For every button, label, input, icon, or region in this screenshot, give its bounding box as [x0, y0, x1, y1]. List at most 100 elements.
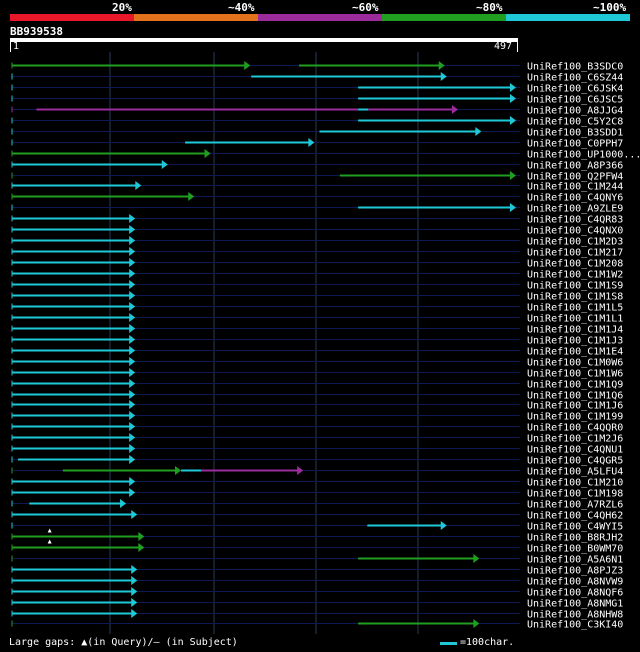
hit-arrow [161, 160, 168, 169]
hit-arrow [120, 499, 127, 508]
legend-label-40: ~40% [228, 1, 255, 14]
hit-label: UniRef100_C4QGR5 [527, 456, 623, 467]
query-start-number: 1 [13, 41, 20, 52]
hit-arrow [129, 368, 136, 377]
legend-label-20: 20% [112, 1, 132, 14]
hit-arrow [440, 72, 447, 81]
hit-arrow [138, 532, 145, 541]
hit-label: UniRef100_C1M210 [527, 478, 623, 489]
hit-label: UniRef100_C4QNX0 [527, 226, 623, 237]
legend-bar-purple [258, 14, 382, 21]
hit-label: UniRef100_C1M1L1 [527, 314, 623, 325]
gaps-query-text: (in Query)/ [87, 637, 154, 648]
hit-arrow [129, 258, 136, 267]
hit-arrow [509, 83, 516, 92]
hit-label: UniRef100_C1M1J6 [527, 401, 623, 412]
hit-arrow [131, 565, 138, 574]
hit-label: UniRef100_A8NMG1 [527, 599, 623, 610]
hit-arrow [129, 225, 136, 234]
hit-label: UniRef100_C1M1J3 [527, 336, 623, 347]
hit-arrow [473, 554, 480, 563]
hit-arrow [129, 236, 136, 245]
hit-arrow [129, 280, 136, 289]
hit-label: UniRef100_C4QQR0 [527, 423, 623, 434]
scale-label: =100char. [460, 637, 515, 648]
hit-label: UniRef100_C1M217 [527, 248, 623, 259]
hit-arrow [131, 609, 138, 618]
hit-label: UniRef100_A8NVW9 [527, 577, 623, 588]
query-end-tick [517, 42, 518, 52]
hit-label: UniRef100_C4QNU1 [527, 445, 623, 456]
hit-label: UniRef100_UP1000... [527, 150, 640, 161]
hit-arrow [440, 521, 447, 530]
hit-arrow [509, 203, 516, 212]
hit-arrow [475, 127, 482, 136]
hit-arrow [131, 510, 138, 519]
hit-label: UniRef100_A5A6N1 [527, 555, 623, 566]
query-gap-marker [47, 539, 52, 544]
query-end-number: 497 [494, 41, 513, 52]
hit-label: UniRef100_C1M208 [527, 259, 623, 270]
hit-label: UniRef100_C1M1S8 [527, 292, 623, 303]
hit-arrow [138, 543, 145, 552]
query-gap-marker [47, 528, 52, 533]
hit-arrow [244, 61, 251, 70]
hit-label: UniRef100_C0PPH7 [527, 139, 623, 150]
hit-arrow [188, 192, 195, 201]
hit-arrow [129, 247, 136, 256]
hit-arrow [129, 488, 136, 497]
hit-label: UniRef100_C1M2J6 [527, 434, 623, 445]
hit-arrow [509, 116, 516, 125]
hit-arrow [129, 313, 136, 322]
hit-label: UniRef100_C1M1J4 [527, 325, 623, 336]
hit-arrow [131, 598, 138, 607]
hit-arrow [129, 422, 136, 431]
hit-label: UniRef100_Q2PFW4 [527, 172, 623, 183]
hit-arrow [131, 576, 138, 585]
hit-label: UniRef100_C1M1W6 [527, 369, 623, 380]
hit-arrow [129, 455, 136, 464]
hit-arrow [135, 181, 142, 190]
hit-label: UniRef100_A8PJZ3 [527, 566, 623, 577]
hit-label: UniRef100_A5LFU4 [527, 467, 623, 478]
hit-label: UniRef100_C1M0W6 [527, 358, 623, 369]
legend-bar-red [10, 14, 134, 21]
hit-arrow [129, 379, 136, 388]
hit-label: UniRef100_C1M2D3 [527, 237, 623, 248]
hit-label: UniRef100_C1M1W2 [527, 270, 623, 281]
hit-arrow [438, 61, 445, 70]
hit-label: UniRef100_C1M1S9 [527, 281, 623, 292]
gaps-prefix: Large gaps: [9, 637, 82, 648]
hit-label: UniRef100_C4QNY6 [527, 193, 623, 204]
hit-arrow [129, 346, 136, 355]
hit-arrow [129, 357, 136, 366]
hit-arrow [129, 324, 136, 333]
hit-arrow [129, 214, 136, 223]
hit-arrow [509, 171, 516, 180]
legend-label-60: ~60% [352, 1, 379, 14]
subject-gap-icon: – [153, 637, 160, 648]
legend-bar-orange [134, 14, 258, 21]
hit-arrow [129, 400, 136, 409]
hit-arrow [473, 619, 480, 628]
hit-arrow [129, 302, 136, 311]
large-gaps-legend: Large gaps: ▲(in Query)/– (in Subject) [9, 637, 238, 648]
hit-arrow [129, 477, 136, 486]
query-start-tick [10, 42, 11, 52]
hit-label: UniRef100_C6JSC5 [527, 95, 623, 106]
legend-bar-cyan [506, 14, 630, 21]
hit-label: UniRef100_B8RJH2 [527, 533, 623, 544]
hit-label: UniRef100_C5Y2C8 [527, 117, 623, 128]
hit-label: UniRef100_C4QH62 [527, 511, 623, 522]
hit-label: UniRef100_C1M198 [527, 489, 623, 500]
scale-bar [440, 642, 457, 645]
hit-arrow [129, 444, 136, 453]
hit-arrow [297, 466, 304, 475]
hit-label: UniRef100_C1M1Q6 [527, 391, 623, 402]
hit-label: UniRef100_C1M1L5 [527, 303, 623, 314]
query-bar [10, 38, 518, 42]
hit-label: UniRef100_C6JSK4 [527, 84, 623, 95]
hit-arrow [175, 466, 182, 475]
hit-label: UniRef100_A8NQF6 [527, 588, 623, 599]
